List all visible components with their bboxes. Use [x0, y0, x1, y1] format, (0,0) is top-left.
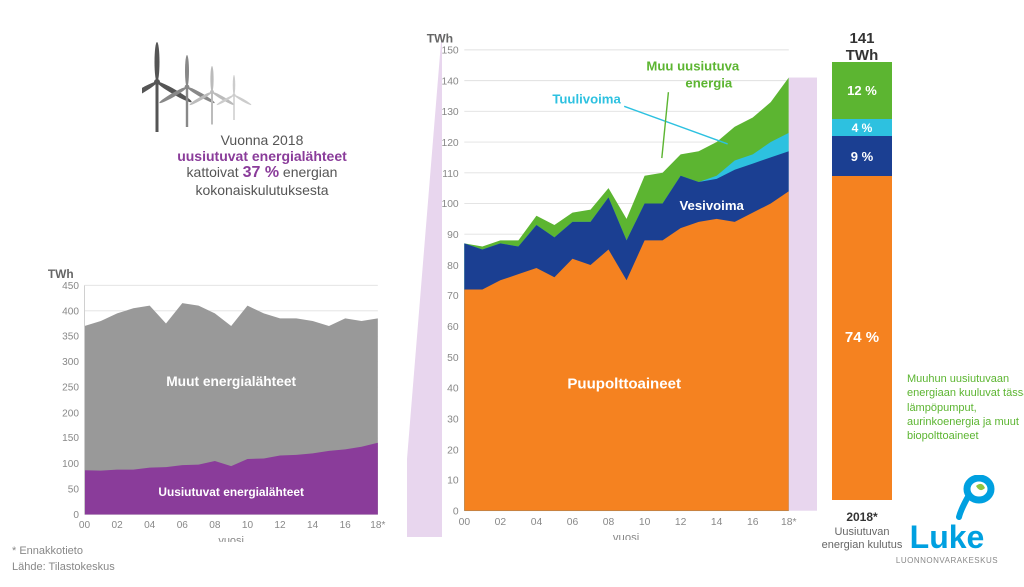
svg-text:90: 90: [447, 230, 459, 241]
svg-text:06: 06: [567, 517, 579, 528]
intro-line2: uusiutuvat energialähteet: [142, 148, 382, 164]
svg-text:150: 150: [441, 46, 458, 57]
svg-text:80: 80: [447, 261, 459, 272]
right-label-puupoltto: Puupolttoaineet: [567, 375, 681, 392]
svg-text:04: 04: [531, 517, 543, 528]
svg-text:100: 100: [62, 459, 79, 470]
svg-text:16: 16: [747, 517, 759, 528]
svg-text:08: 08: [603, 517, 615, 528]
svg-text:10: 10: [242, 520, 254, 531]
intro-line4: kokonaiskulutuksesta: [142, 182, 382, 198]
right-label-muu-2: energia: [685, 76, 732, 91]
intro-line1: Vuonna 2018: [142, 132, 382, 148]
left-label-muut: Muut energialähteet: [166, 374, 296, 389]
svg-text:0: 0: [453, 506, 459, 517]
right-ylabel: TWh: [427, 31, 453, 45]
green-footnote: Muuhun uusiutuvaan energiaan kuuluvat tä…: [907, 372, 1024, 443]
bar-seg-puu: 74 %: [832, 176, 892, 500]
bar-header: 141 TWh: [832, 30, 892, 64]
tuuli-pointer: [624, 106, 727, 144]
intro-line3: kattoivat 37 % energian: [142, 164, 382, 182]
right-yticks: 0 10 20 30 40 50 60 70 80 90 100 110 120…: [441, 46, 458, 518]
svg-text:50: 50: [447, 353, 459, 364]
svg-text:110: 110: [442, 169, 459, 180]
svg-text:450: 450: [62, 281, 79, 292]
bar-year-label: 2018*: [827, 510, 897, 524]
svg-text:08: 08: [209, 520, 221, 531]
svg-text:20: 20: [447, 445, 459, 456]
svg-text:130: 130: [441, 107, 458, 118]
svg-text:06: 06: [177, 520, 189, 531]
source-footnote: * Ennakkotieto Lähde: Tilastokeskus: [12, 544, 115, 575]
svg-text:00: 00: [79, 520, 91, 531]
svg-text:02: 02: [112, 520, 124, 531]
left-yticks: 0 50 100 150 200 250 300 350 400 450: [62, 281, 79, 521]
left-xlabel: vuosi: [218, 535, 244, 542]
bar-seg-muu: 12 %: [832, 62, 892, 119]
muu-pointer: [662, 92, 669, 158]
svg-text:150: 150: [62, 433, 79, 444]
left-label-uusiutuvat: Uusiutuvat energialähteet: [158, 485, 304, 499]
luke-logo-sub: LUONNONVARAKESKUS: [892, 556, 1002, 565]
svg-text:02: 02: [495, 517, 507, 528]
bar-seg-vesi: 9 %: [832, 136, 892, 175]
svg-text:30: 30: [447, 414, 459, 425]
svg-text:12: 12: [675, 517, 687, 528]
connector-right: [789, 78, 817, 511]
right-label-vesi: Vesivoima: [679, 198, 744, 213]
svg-text:70: 70: [447, 291, 459, 302]
svg-text:200: 200: [62, 408, 79, 419]
svg-text:400: 400: [62, 307, 79, 318]
svg-text:00: 00: [459, 517, 471, 528]
svg-text:60: 60: [447, 322, 459, 333]
svg-text:50: 50: [68, 485, 80, 496]
bar-seg-tuuli: 4 %: [832, 119, 892, 137]
right-xlabel: vuosi: [613, 532, 639, 540]
svg-text:350: 350: [62, 331, 79, 342]
svg-text:04: 04: [144, 520, 156, 531]
left-area-chart: TWh Muut energialähteet Uusiutuvat en: [47, 267, 397, 542]
right-label-tuuli: Tuulivoima: [552, 91, 621, 106]
svg-text:40: 40: [447, 383, 459, 394]
right-xticks: 00 02 04 06 08 10 12 14 16 18*: [459, 517, 797, 528]
svg-text:140: 140: [441, 77, 458, 88]
svg-text:18*: 18*: [370, 520, 385, 531]
stacked-bar: 12 % 4 % 9 % 74 %: [832, 62, 892, 500]
svg-text:16: 16: [340, 520, 352, 531]
svg-text:12: 12: [274, 520, 286, 531]
right-label-muu-1: Muu uusiutuva: [646, 59, 740, 74]
svg-text:14: 14: [307, 520, 319, 531]
wind-turbine-icon: [142, 32, 262, 137]
luke-logo: Luke LUONNONVARAKESKUS: [892, 475, 1002, 565]
svg-text:14: 14: [711, 517, 723, 528]
left-ylabel: TWh: [48, 267, 74, 281]
svg-text:100: 100: [441, 199, 458, 210]
left-xticks: 00 02 04 06 08 10 12 14 16 18*: [79, 520, 386, 531]
svg-text:250: 250: [62, 383, 79, 394]
chart-infographic: Vuonna 2018 uusiutuvat energialähteet ka…: [12, 12, 1012, 575]
intro-text: Vuonna 2018 uusiutuvat energialähteet ka…: [142, 132, 382, 198]
svg-text:120: 120: [441, 138, 458, 149]
svg-text:10: 10: [447, 475, 459, 486]
svg-text:300: 300: [62, 357, 79, 368]
svg-text:10: 10: [639, 517, 651, 528]
right-area-chart: TWh: [422, 30, 817, 540]
svg-text:18*: 18*: [781, 517, 797, 528]
